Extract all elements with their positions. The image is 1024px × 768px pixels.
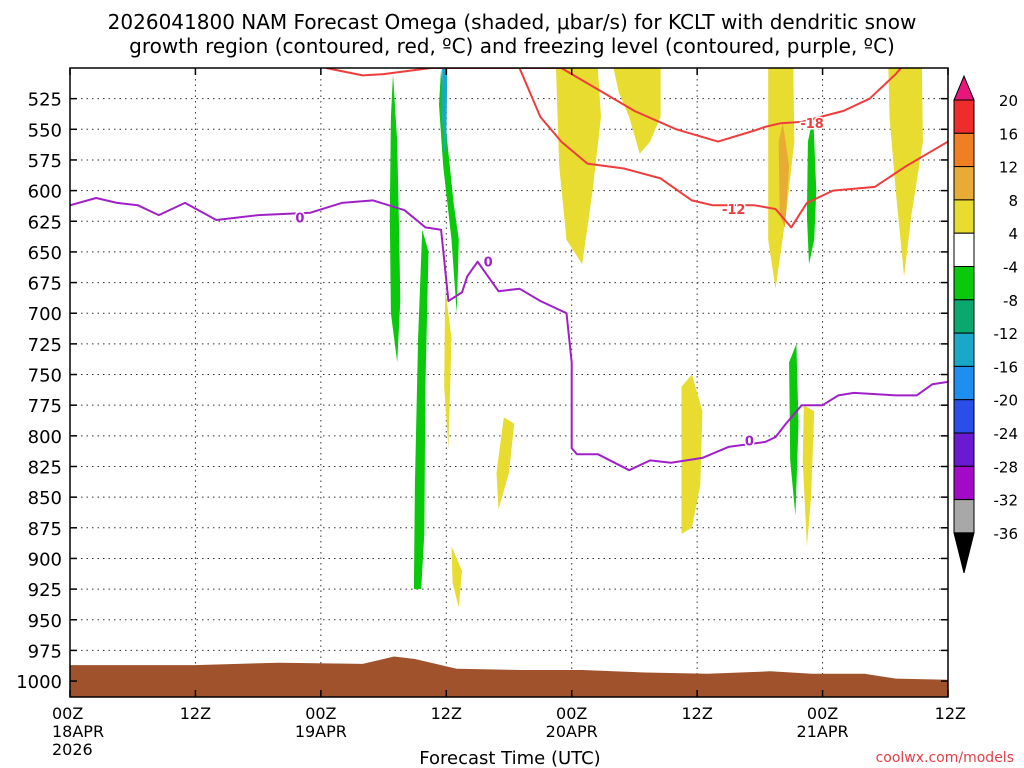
x-date-label: 18APR <box>52 722 104 741</box>
contour-label: 0 <box>295 212 304 227</box>
omega-region <box>442 68 448 154</box>
colorbar-segment <box>953 465 975 501</box>
y-tick-label: 975 <box>28 641 62 662</box>
contour-label: 0 <box>745 435 754 450</box>
contour-label: -18 <box>800 117 824 132</box>
y-tick-label: 700 <box>28 304 62 325</box>
omega-region <box>778 123 790 228</box>
omega-region <box>888 68 923 277</box>
colorbar-segment <box>953 166 975 201</box>
contour-label: 0 <box>484 256 493 271</box>
omega-region <box>451 546 462 608</box>
colorbar-label: -32 <box>994 492 1019 510</box>
colorbar-segment <box>953 399 975 434</box>
colorbar-label: 20 <box>999 92 1018 110</box>
y-tick-label: 950 <box>28 611 62 632</box>
omega-region <box>681 374 703 534</box>
colorbar-label: -16 <box>994 358 1019 376</box>
plot-area: -18 -12 0 0 0 <box>69 67 949 698</box>
y-tick-label: 525 <box>28 90 62 111</box>
colorbar-segment <box>953 299 975 334</box>
y-tick-label: 550 <box>28 120 62 141</box>
y-tick-label: 725 <box>28 335 62 356</box>
x-axis-label: Forecast Time (UTC) <box>419 748 600 768</box>
x-tick-label: 00Z <box>52 704 83 723</box>
colorbar-segment <box>953 199 975 234</box>
colorbar-segment <box>953 132 975 168</box>
colorbar-segment <box>953 99 975 134</box>
y-tick-label: 775 <box>28 396 62 417</box>
chart-title-line-1: 2026041800 NAM Forecast Omega (shaded, μ… <box>108 10 917 34</box>
x-tick-label: 12Z <box>681 704 712 723</box>
x-tick-label: 12Z <box>431 704 462 723</box>
colorbar-segment <box>953 432 975 467</box>
colorbar-segment <box>953 365 975 401</box>
colorbar-label: 8 <box>1008 192 1018 210</box>
y-tick-label: 850 <box>28 488 62 509</box>
y-tick-label: 900 <box>28 549 62 570</box>
plot-content <box>70 68 948 697</box>
omega-region <box>496 417 515 510</box>
colorbar-bottom-arrow <box>953 532 975 574</box>
omega-region <box>444 288 452 449</box>
y-tick-label: 875 <box>28 519 62 540</box>
y-tick-label: 800 <box>28 427 62 448</box>
omega-region <box>806 117 817 265</box>
y-tick-label: 1000 <box>16 672 62 693</box>
omega-region <box>613 68 661 154</box>
x-tick-label: 00Z <box>807 704 838 723</box>
colorbar-label: -20 <box>994 392 1019 410</box>
y-tick-label: 600 <box>28 182 62 203</box>
colorbar: 20 16 12 8 4 -4 -8 -12 -16 -20 -24 -28 -32 -36 <box>953 74 1019 574</box>
colorbar-label: -12 <box>994 325 1019 343</box>
omega-region <box>802 405 815 547</box>
isotherm-contour <box>325 68 902 143</box>
colorbar-segment <box>953 332 975 367</box>
omega-region <box>389 74 401 363</box>
x-year-label: 2026 <box>52 740 93 759</box>
isotherm-contour <box>518 68 948 229</box>
x-date-label: 21APR <box>797 722 849 741</box>
colorbar-label: 12 <box>999 159 1018 177</box>
colorbar-label: 4 <box>1008 225 1018 243</box>
colorbar-label: -24 <box>994 425 1019 443</box>
x-tick-label: 12Z <box>180 704 211 723</box>
x-tick-label: 00Z <box>305 704 336 723</box>
colorbar-segment <box>953 232 975 267</box>
credit-text: coolwx.com/models <box>876 750 1014 766</box>
colorbar-label: -36 <box>994 525 1019 543</box>
y-tick-label: 650 <box>28 243 62 264</box>
colorbar-label: 16 <box>999 125 1018 143</box>
chart-title-line-2: growth region (contoured, red, ºC) and f… <box>129 34 895 58</box>
y-tick-label: 825 <box>28 457 62 478</box>
omega-region <box>556 68 601 265</box>
omega-region <box>413 229 429 590</box>
y-tick-label: 625 <box>28 212 62 233</box>
contour-label: -12 <box>722 203 746 218</box>
colorbar-segment <box>953 266 975 301</box>
terrain-surface <box>70 656 948 697</box>
freezing-level-contour <box>70 197 948 472</box>
y-tick-label: 675 <box>28 274 62 295</box>
plot-frame <box>69 67 949 698</box>
y-tick-label: 575 <box>28 151 62 172</box>
x-date-label: 20APR <box>546 722 598 741</box>
x-date-label: 19APR <box>295 722 347 741</box>
y-tick-label: 750 <box>28 366 62 387</box>
x-tick-label: 12Z <box>935 704 966 723</box>
x-tick-label: 00Z <box>556 704 587 723</box>
colorbar-label: -28 <box>994 458 1019 476</box>
omega-region <box>789 343 799 516</box>
colorbar-segment <box>953 499 975 534</box>
y-axis: 525 550 575 600 625 650 675 700 725 750 775 800 825 8… <box>16 90 948 693</box>
colorbar-label: -8 <box>1003 292 1018 310</box>
y-tick-label: 925 <box>28 580 62 601</box>
colorbar-label: -4 <box>1003 259 1018 277</box>
